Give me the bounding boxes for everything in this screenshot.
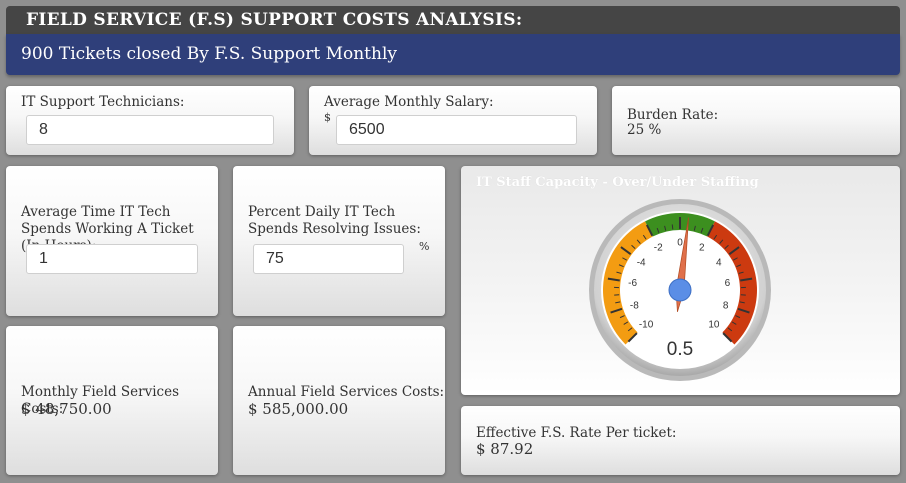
technicians-card: IT Support Technicians: 8: [6, 86, 294, 155]
monthly-costs-value: $ 48,750.00: [21, 400, 112, 418]
annual-costs-value: $ 585,000.00: [248, 400, 349, 418]
gauge-tick-label: -4: [637, 257, 646, 268]
technicians-label: IT Support Technicians:: [21, 94, 185, 110]
technicians-input[interactable]: 8: [26, 115, 274, 145]
gauge-minor-tick: [700, 227, 704, 233]
page-subtitle: 900 Tickets closed By F.S. Support Month…: [6, 34, 900, 75]
gauge-tick-label: -6: [628, 278, 637, 289]
gauge-tick-label: -2: [654, 243, 663, 254]
gauge-minor-tick: [636, 239, 641, 244]
gauge-major-tick: [645, 224, 654, 237]
gauge-major-tick: [627, 332, 638, 343]
gauge-tick-label: 2: [699, 243, 705, 254]
gauge-minor-tick: [719, 239, 724, 244]
gauge-minor-tick: [642, 234, 647, 240]
gauge-value-text: 0.5: [667, 339, 693, 360]
page-title: FIELD SERVICE (F.S) SUPPORT COSTS ANALYS…: [6, 6, 900, 34]
gauge-tick-label: 0: [677, 238, 683, 249]
gauge-minor-tick: [738, 271, 744, 274]
gauge-tick-label: 10: [708, 319, 720, 330]
percent-daily-input[interactable]: 75: [253, 244, 404, 274]
burden-card: Burden Rate: 25 %: [612, 86, 900, 155]
gauge-band-0: [603, 221, 653, 345]
rate-value: $ 87.92: [476, 440, 534, 458]
percent-daily-card: Percent Daily IT Tech Spends Resolving I…: [233, 166, 445, 316]
gauge-major-tick: [607, 277, 620, 282]
gauge-minor-tick: [656, 227, 660, 233]
gauge-minor-tick: [731, 321, 737, 325]
salary-currency: $: [324, 111, 331, 124]
gauge-major-tick: [706, 224, 715, 237]
gauge-major-tick: [728, 246, 740, 255]
percent-sign: %: [419, 240, 430, 253]
gauge-minor-tick: [693, 225, 696, 231]
monthly-costs-card: Monthly Field Services Costs: $ 48,750.0…: [6, 326, 218, 475]
gauge-major-tick: [740, 277, 753, 282]
percent-daily-label: Percent Daily IT Tech Spends Resolving I…: [248, 204, 421, 237]
gauge-tick-label: 8: [723, 300, 729, 311]
salary-card: Average Monthly Salary: $ 6500: [309, 86, 597, 155]
monthly-costs-label: Monthly Field Services Costs:: [21, 384, 180, 417]
annual-costs-card: Annual Field Services Costs: $ 585,000.0…: [233, 326, 445, 475]
gauge-minor-tick: [622, 257, 628, 261]
gauge-minor-tick: [739, 301, 745, 304]
gauge-tick-label: -8: [630, 300, 639, 311]
annual-costs-label: Annual Field Services Costs:: [248, 384, 445, 400]
gauge-minor-tick: [713, 234, 718, 240]
gauge-minor-tick: [616, 271, 622, 274]
avg-time-input[interactable]: 1: [26, 244, 198, 274]
gauge-minor-tick: [631, 244, 636, 249]
staff-capacity-gauge: -10-8 -6-4 -2 0 246 810 0.5: [589, 199, 771, 381]
gauge-minor-tick: [619, 315, 625, 319]
gauge-band-2: [707, 221, 757, 345]
burden-label: Burden Rate:: [627, 107, 719, 123]
salary-label: Average Monthly Salary:: [324, 94, 494, 110]
gauge-tick-label: 4: [716, 257, 722, 268]
gauge-hub: [668, 278, 692, 302]
gauge-minor-tick: [618, 264, 624, 268]
rate-card: Effective F.S. Rate Per ticket: $ 87.92: [461, 406, 900, 475]
gauge-minor-tick: [724, 244, 729, 249]
burden-value: 25 %: [627, 122, 662, 138]
gauge-minor-tick: [623, 321, 629, 325]
avg-time-card: Average Time IT Tech Spends Working A Ti…: [6, 166, 218, 316]
gauge-title: IT Staff Capacity - Over/Under Staffing: [476, 175, 759, 190]
gauge-tick-label: 6: [725, 278, 731, 289]
gauge-minor-tick: [735, 315, 741, 319]
gauge-minor-tick: [727, 327, 733, 332]
gauge-tick-label: -10: [639, 319, 654, 330]
gauge-major-tick: [722, 332, 733, 343]
gauge-minor-tick: [615, 301, 621, 304]
gauge-major-tick: [737, 307, 750, 314]
salary-input[interactable]: 6500: [336, 115, 577, 145]
gauge-minor-tick: [671, 224, 674, 230]
gauge-major-tick: [620, 246, 632, 255]
rate-label: Effective F.S. Rate Per ticket:: [476, 425, 677, 441]
gauge-major-tick: [610, 307, 623, 314]
gauge-card: IT Staff Capacity - Over/Under Staffing …: [461, 166, 900, 395]
gauge-minor-tick: [732, 257, 738, 261]
gauge-minor-tick: [664, 225, 667, 231]
gauge-minor-tick: [627, 327, 633, 332]
gauge-minor-tick: [736, 264, 742, 268]
